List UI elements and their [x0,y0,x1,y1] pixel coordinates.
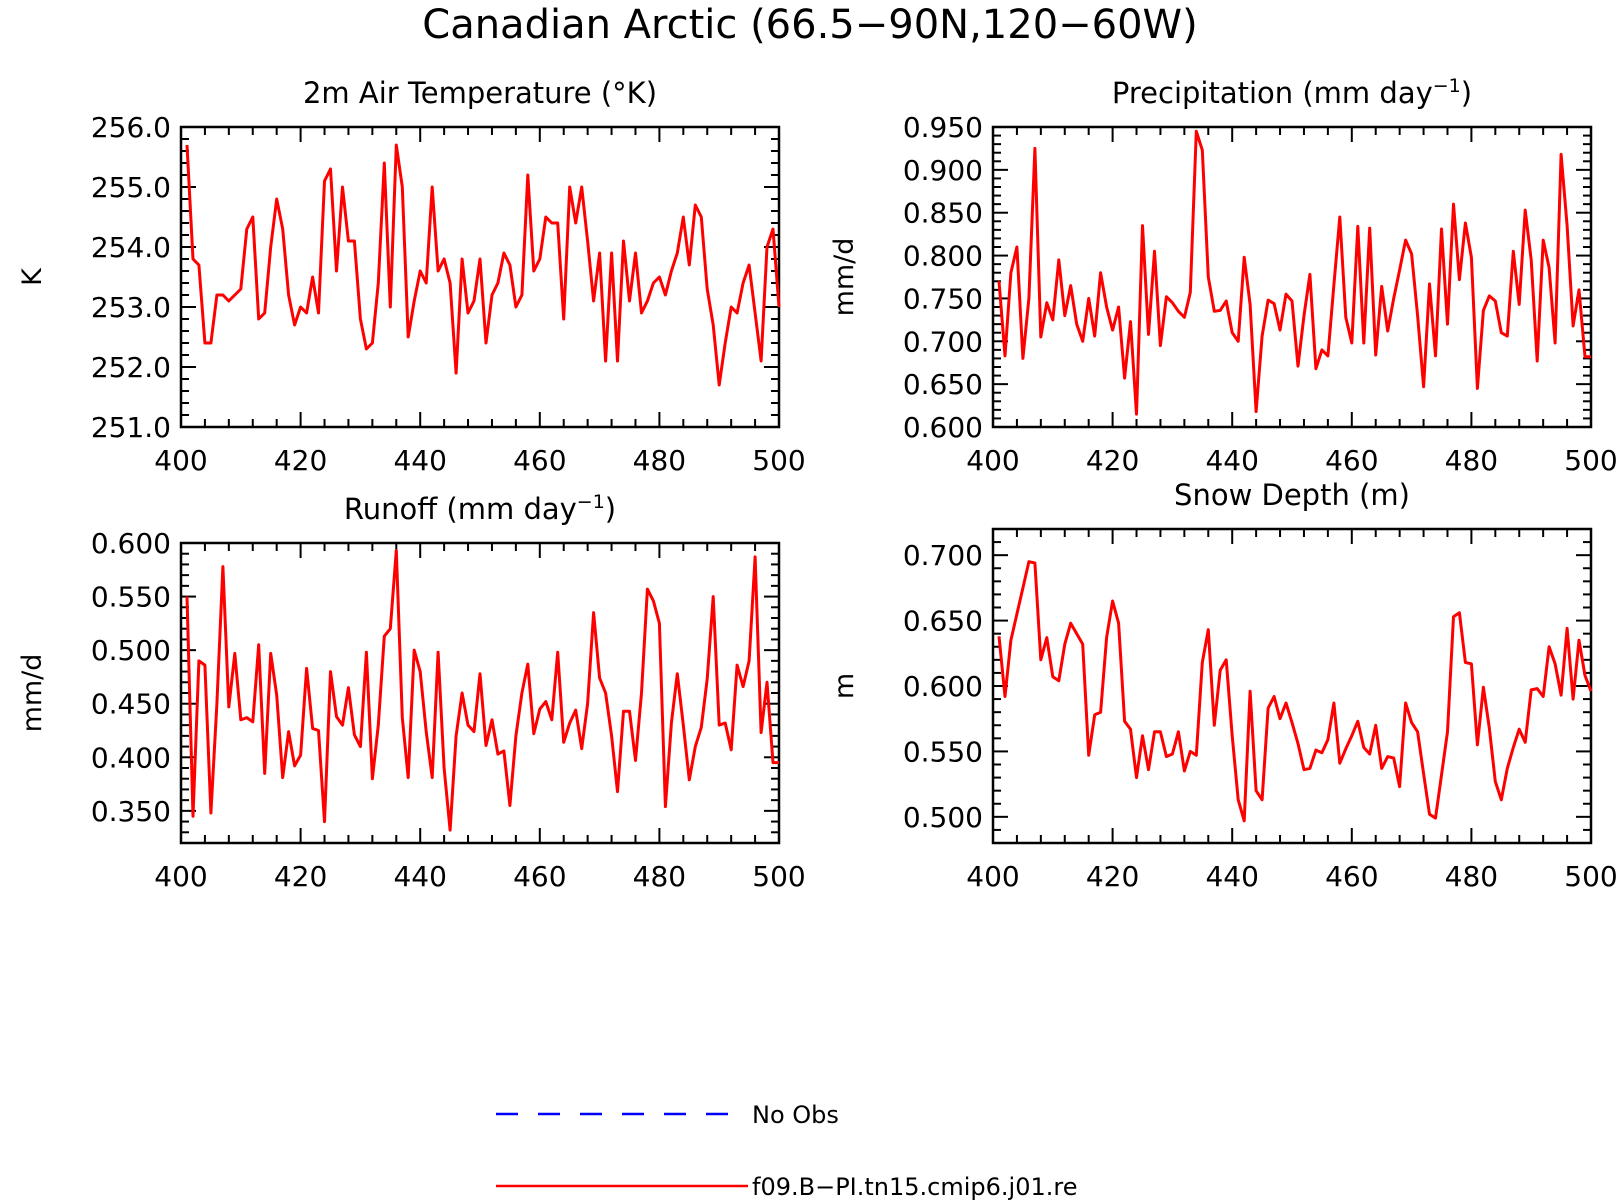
y-axis-label-runoff: mm/d [17,654,48,733]
y-tick-label: 254.0 [91,231,171,264]
panels: 2m Air Temperature (°K) K 400 420 440 460 480 5… [17,75,1618,893]
panel-title-text: 2m Air Temperature (°K) [303,76,657,110]
y-axis-label-snow-depth: m [829,673,860,699]
x-tick-label: 500 [752,444,805,477]
x-tick-label: 480 [1445,860,1498,893]
y-tick-label: 0.350 [91,795,171,828]
y-tick-label: 0.600 [903,670,983,703]
legend-label-no-obs: No Obs [752,1101,839,1129]
plot-frame-runoff [179,541,781,845]
x-tick-label: 440 [393,860,446,893]
x-tick-label: 440 [1205,444,1258,477]
y-axis-label-temperature: K [17,267,48,286]
x-tick-label: 400 [154,444,207,477]
x-tick-label: 440 [1205,860,1258,893]
panel-title-snow-depth: Snow Depth (m) [1174,478,1410,512]
panel-title-text: Snow Depth (m) [1174,478,1410,512]
x-tick-label: 420 [1086,860,1139,893]
panel-temperature: 2m Air Temperature (°K) K 400 420 440 460 480 5… [17,76,806,477]
x-tick-label: 460 [1325,444,1378,477]
y-axis-label-precipitation: mm/d [829,238,860,317]
x-tick-label: 480 [633,860,686,893]
y-tick-label: 0.750 [903,282,983,315]
panel-runoff: Runoff (mm day−1) mm/d 400 420 440 460 480 500 0… [17,491,806,893]
x-tick-label: 440 [393,444,446,477]
x-tick-label: 500 [752,860,805,893]
x-tick-label: 500 [1564,444,1617,477]
y-tick-label: 0.800 [903,240,983,273]
panel-title-tail: ) [605,492,616,526]
plot-frame-temperature [179,125,781,429]
y-tick-label: 0.500 [91,634,171,667]
y-tick-label: 252.0 [91,351,171,384]
x-tick-label: 420 [274,444,327,477]
legend-label-model: f09.B−PI.tn15.cmip6.j01.re [752,1173,1077,1201]
y-tick-label: 0.950 [903,111,983,144]
plot-frame-precipitation [991,125,1593,429]
panel-title-temperature: 2m Air Temperature (°K) [303,76,657,110]
x-tick-label: 460 [513,860,566,893]
x-tick-label: 400 [966,860,1019,893]
x-tick-label: 480 [1445,444,1498,477]
x-tick-label: 460 [513,444,566,477]
y-tick-label: 255.0 [91,171,171,204]
y-tick-label: 253.0 [91,291,171,324]
panel-title-superscript: −1 [1433,75,1461,97]
series-line-temperature [185,143,781,387]
series-line-snow-depth [997,560,1593,823]
figure-title: Canadian Arctic (66.5−90N,120−60W) [422,2,1197,48]
x-tick-label: 420 [1086,444,1139,477]
series-line-runoff [185,549,779,832]
y-tick-label: 0.700 [903,325,983,358]
panel-precipitation: Precipitation (mm day−1) mm/d 400 420 440 460… [829,75,1618,477]
panel-title-tail: ) [1461,76,1472,110]
panel-title-text: Runoff (mm day [344,492,577,526]
y-tick-label: 0.600 [91,527,171,560]
x-tick-label: 480 [633,444,686,477]
panel-title-superscript: −1 [577,491,605,513]
y-tick-label: 0.700 [903,539,983,572]
y-tick-label: 0.500 [903,801,983,834]
y-tick-label: 0.400 [91,741,171,774]
x-tick-label: 420 [274,860,327,893]
y-tick-label: 0.450 [91,688,171,721]
legend: No Obs f09.B−PI.tn15.cmip6.j01.re [496,1101,1077,1201]
y-tick-label: 0.650 [903,368,983,401]
y-tick-label: 0.550 [903,735,983,768]
y-tick-label: 0.600 [903,411,983,444]
y-tick-label: 251.0 [91,411,171,444]
x-tick-label: 500 [1564,860,1617,893]
y-tick-label: 0.650 [903,605,983,638]
panel-title-text: Precipitation (mm day [1112,76,1433,110]
x-tick-label: 400 [966,444,1019,477]
x-tick-label: 400 [154,860,207,893]
y-tick-label: 0.900 [903,154,983,187]
panel-title-runoff: Runoff (mm day−1) [344,491,616,526]
panel-snow-depth: Snow Depth (m) m 400 420 440 460 480 500 0.500 0.… [829,478,1618,893]
y-tick-label: 0.550 [91,581,171,614]
y-tick-label: 0.850 [903,197,983,230]
panel-title-precipitation: Precipitation (mm day−1) [1112,75,1472,110]
series-line-precipitation [997,129,1591,416]
y-tick-label: 256.0 [91,111,171,144]
x-tick-label: 460 [1325,860,1378,893]
